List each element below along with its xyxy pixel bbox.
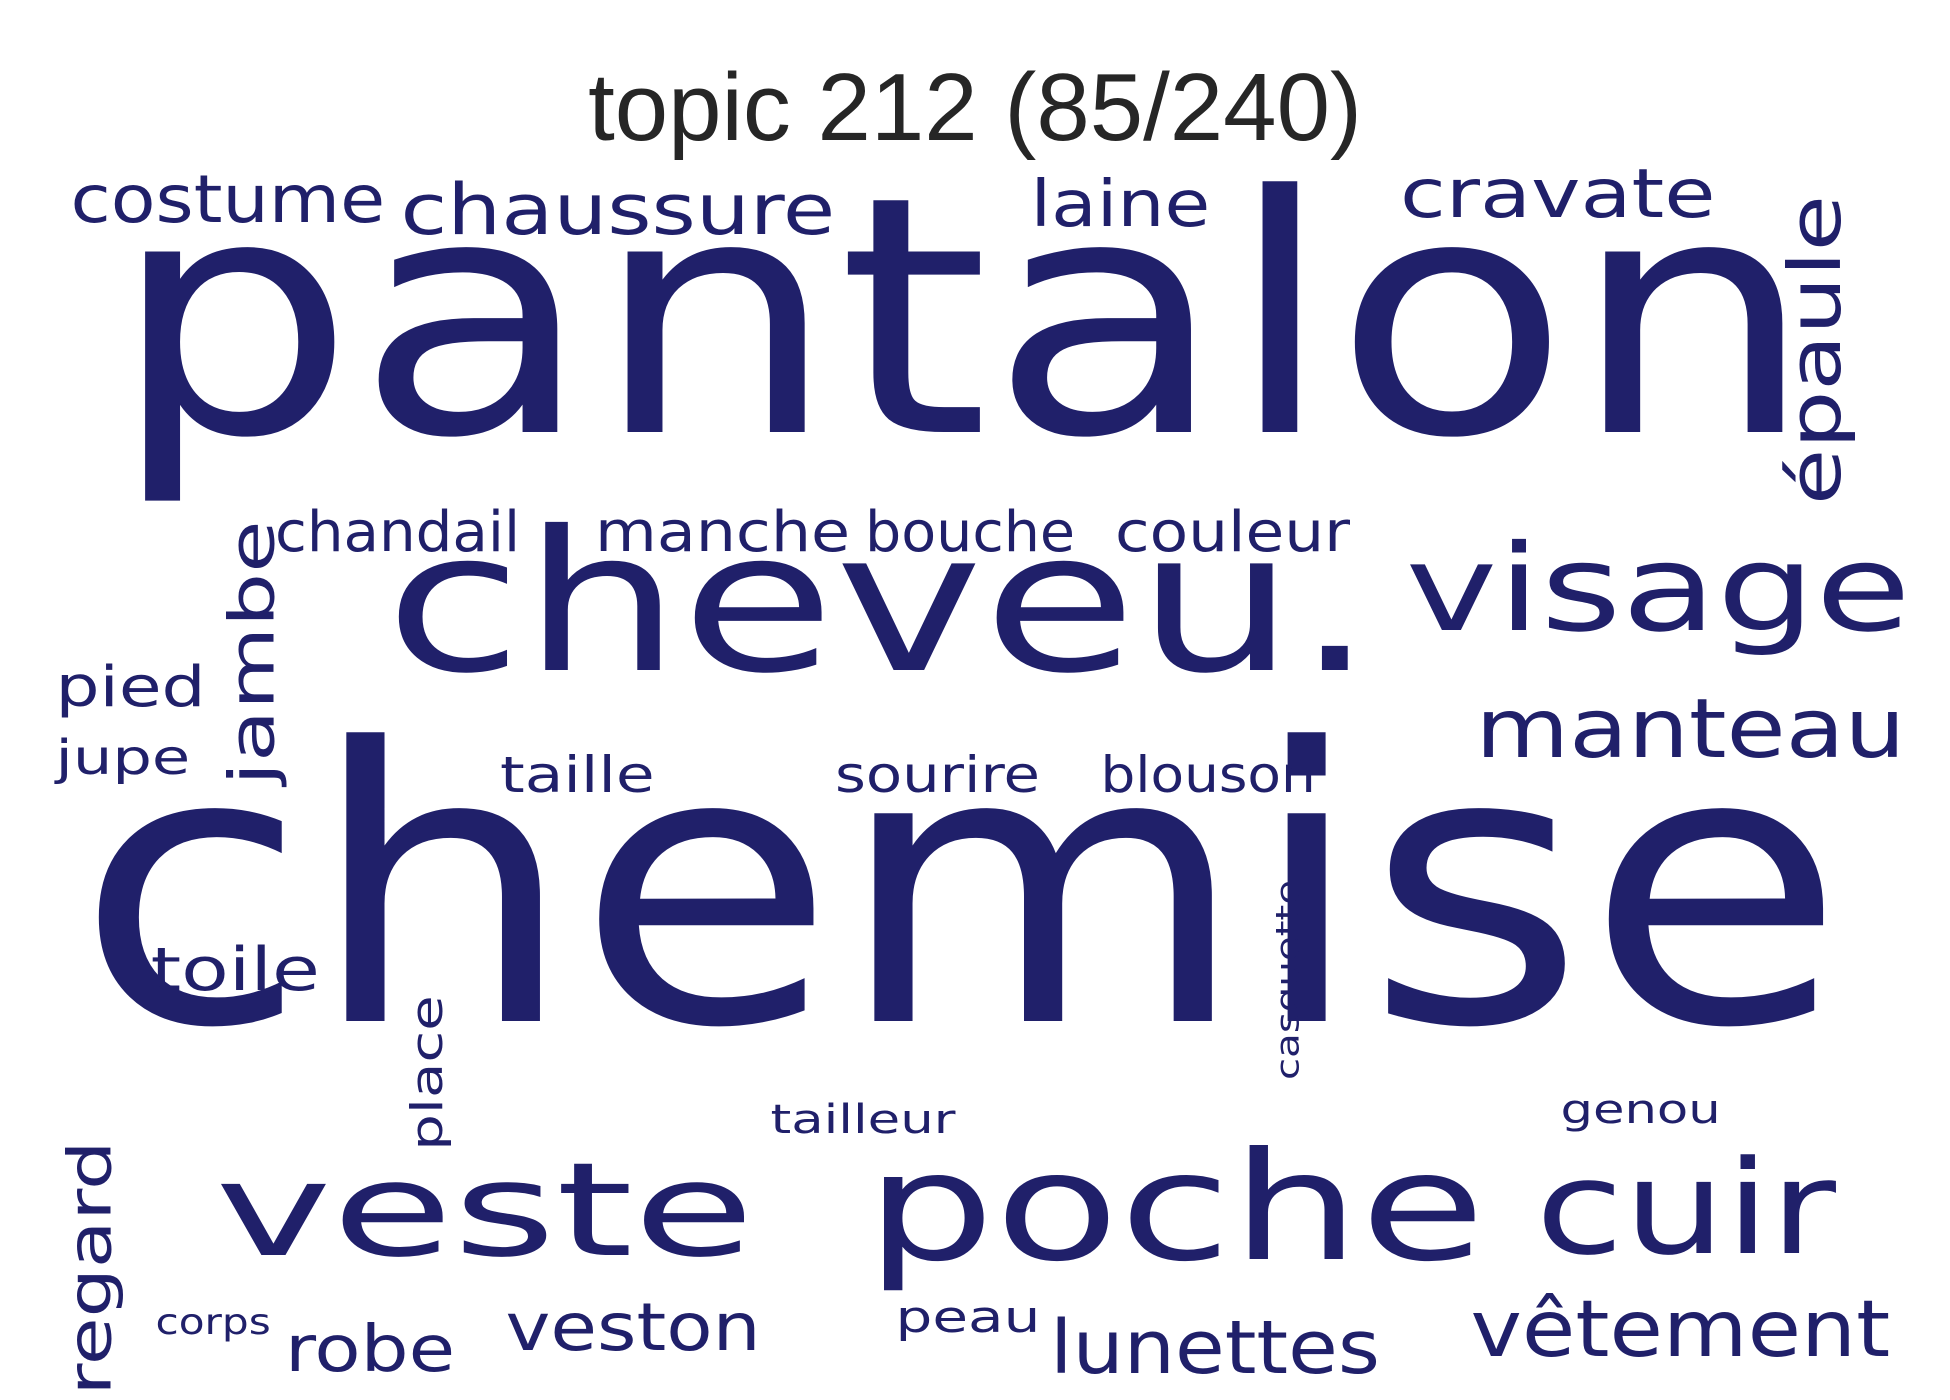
cloud-word-costume: costume	[70, 161, 385, 238]
cloud-word-peau: peau	[895, 1291, 1040, 1343]
cloud-word-regard: regard	[54, 1140, 125, 1395]
cloud-word-veston: veston	[504, 1288, 761, 1366]
cloud-word-couleur: couleur	[1114, 499, 1351, 565]
cloud-title: topic 212 (85/240)	[588, 54, 1362, 161]
cloud-word-chaussure: chaussure	[400, 169, 835, 251]
cloud-word-epaule: épaule	[1773, 194, 1858, 506]
cloud-word-cheveu: cheveu.	[385, 489, 1375, 716]
cloud-word-bouche: bouche	[865, 499, 1076, 565]
cloud-word-casquette: casquette	[1268, 880, 1307, 1080]
cloud-word-vetement: vêtement	[1470, 1285, 1890, 1375]
cloud-word-chemise: chemise	[75, 668, 1846, 1111]
cloud-word-veste: veste	[215, 1134, 755, 1286]
cloud-word-robe: robe	[284, 1313, 456, 1387]
cloud-word-pantalon: pantalon	[109, 125, 1816, 510]
cloud-word-cravate: cravate	[1399, 155, 1716, 234]
cloud-word-blouson: blouson	[1099, 746, 1316, 804]
cloud-word-place: place	[401, 994, 453, 1151]
cloud-word-manteau: manteau	[1474, 682, 1905, 777]
cloud-word-pied: pied	[54, 654, 206, 720]
cloud-word-corps: corps	[154, 1301, 271, 1343]
cloud-word-sourire: sourire	[834, 746, 1041, 804]
cloud-word-manche: manche	[594, 499, 851, 565]
cloud-word-toile: toile	[150, 935, 320, 1005]
cloud-word-genou: genou	[1559, 1087, 1721, 1133]
cloud-word-taille: taille	[500, 746, 655, 804]
cloud-word-visage: visage	[1404, 520, 1911, 659]
cloud-word-chandail: chandail	[274, 499, 521, 565]
cloud-word-lunettes: lunettes	[1050, 1304, 1380, 1391]
cloud-word-poche: poche	[865, 1120, 1485, 1295]
cloud-word-cuir: cuir	[1534, 1131, 1836, 1284]
cloud-word-tailleur: tailleur	[770, 1097, 955, 1143]
cloud-word-laine: laine	[1030, 168, 1210, 242]
cloud-word-jupe: jupe	[55, 729, 190, 786]
